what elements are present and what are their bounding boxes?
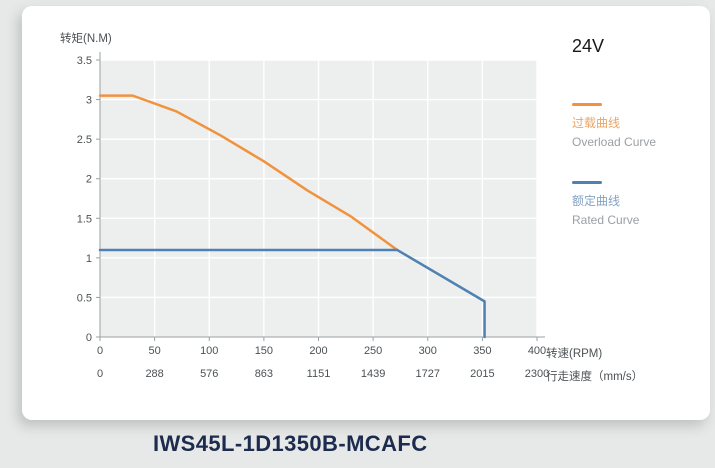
torque-speed-chart: 00.511.522.533.5005028810057615086320011…	[77, 52, 549, 380]
overload-label-en: Overload Curve	[572, 135, 657, 149]
svg-text:1151: 1151	[307, 368, 331, 380]
svg-text:2: 2	[86, 174, 92, 186]
overload-curve	[98, 94, 399, 252]
svg-text:1.5: 1.5	[77, 213, 92, 225]
svg-text:0: 0	[97, 368, 103, 380]
svg-text:200: 200	[309, 345, 327, 357]
svg-text:0.5: 0.5	[77, 292, 92, 304]
y-axis-label: 转矩(N.M)	[60, 33, 112, 45]
svg-text:300: 300	[419, 345, 437, 357]
svg-text:2.5: 2.5	[77, 134, 92, 146]
chart-card: 0 0.5 1 1.5 2 2.5 3 3.5 0 0 50 288 100 576 150 863 200 11…	[22, 6, 710, 420]
rated-curve	[98, 248, 486, 339]
svg-text:576: 576	[200, 368, 218, 380]
svg-text:2300: 2300	[525, 368, 549, 380]
rated-label-en: Rated Curve	[572, 213, 640, 227]
svg-text:1: 1	[86, 253, 92, 265]
rated-line-swatch	[572, 181, 602, 184]
svg-text:2015: 2015	[470, 368, 494, 380]
legend-item-rated: 额定曲线 Rated Curve	[572, 181, 712, 227]
x-axis-label-rpm: 转速(RPM)	[546, 348, 603, 360]
rated-label-cn: 额定曲线	[572, 194, 621, 208]
model-title: IWS45L-1D1350B-MCAFC	[153, 431, 428, 456]
svg-text:150: 150	[255, 345, 273, 357]
overload-label-cn: 过载曲线	[572, 116, 621, 130]
legend-item-overload: 过载曲线 Overload Curve	[572, 103, 712, 149]
svg-text:100: 100	[200, 345, 218, 357]
overload-line-swatch	[572, 103, 602, 106]
x-axis-label-speed: 行走速度（mm/s）	[546, 371, 644, 383]
chart-legend: 24V 过载曲线 Overload Curve 额定曲线 Rated Curve	[572, 36, 712, 259]
svg-text:0: 0	[97, 345, 103, 357]
svg-text:863: 863	[255, 368, 273, 380]
svg-text:1727: 1727	[416, 368, 440, 380]
svg-text:350: 350	[473, 345, 491, 357]
svg-text:250: 250	[364, 345, 382, 357]
svg-text:288: 288	[145, 368, 163, 380]
svg-text:0: 0	[86, 332, 92, 344]
svg-text:50: 50	[149, 345, 161, 357]
svg-text:3.5: 3.5	[77, 55, 92, 67]
svg-text:3: 3	[86, 95, 92, 107]
svg-text:400: 400	[528, 345, 546, 357]
voltage-label: 24V	[572, 36, 605, 56]
svg-text:1439: 1439	[361, 368, 385, 380]
